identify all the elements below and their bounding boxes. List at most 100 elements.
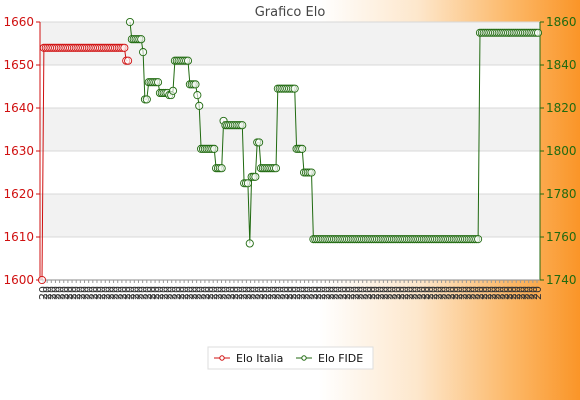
x-tick-label: 20	[282, 286, 295, 300]
x-tick-label: 20	[162, 286, 175, 300]
x-tick-label: 20	[62, 286, 75, 300]
plot-band	[40, 108, 540, 151]
x-tick-label: 20	[290, 286, 303, 300]
x-tick-label: 20	[440, 286, 453, 300]
x-tick-label: 20	[519, 286, 532, 300]
x-tick-label: 20	[137, 286, 150, 300]
x-tick-label: 20	[245, 286, 258, 300]
x-tick-label: 20	[361, 286, 374, 300]
data-point	[120, 43, 129, 52]
x-tick-label: 20	[112, 286, 125, 300]
x-tick-label: 20	[145, 286, 158, 300]
x-tick-label: 20	[477, 286, 490, 300]
legend-swatch-marker	[219, 355, 225, 361]
legend-label: Elo FIDE	[318, 352, 363, 365]
data-point	[153, 78, 163, 87]
x-tick-label: 20	[253, 286, 266, 300]
data-point	[124, 56, 133, 65]
x-tick-labels: 2020202020202020202020202020202020202020…	[37, 280, 544, 300]
x-tick-label: 20	[323, 286, 336, 300]
x-tick-label: 20	[286, 286, 299, 300]
x-tick-label: 20	[261, 286, 274, 300]
x-tick-label: 20	[149, 286, 162, 300]
x-tick-label: 20	[527, 286, 540, 300]
x-tick-label: 20	[103, 286, 116, 300]
legend: Elo Italia Elo FIDE	[207, 346, 374, 370]
right-tick-label: 1820	[546, 101, 577, 115]
x-tick-label: 20	[203, 286, 216, 300]
x-tick-label: 20	[332, 286, 345, 300]
right-tick-label: 1780	[546, 187, 577, 201]
x-tick-label: 20	[116, 286, 129, 300]
data-point	[307, 168, 316, 177]
x-tick-label: 20	[49, 286, 62, 300]
x-tick-label: 20	[489, 286, 502, 300]
data-point	[533, 28, 543, 37]
x-tick-label: 20	[182, 286, 195, 300]
x-tick-label: 20	[195, 286, 208, 300]
right-tick-label: 1760	[546, 230, 577, 244]
x-tick-label: 20	[502, 286, 515, 300]
x-tick-label: 20	[386, 286, 399, 300]
x-tick-label: 20	[485, 286, 498, 300]
x-tick-label: 20	[348, 286, 361, 300]
right-tick-label: 1840	[546, 58, 577, 72]
x-tick-label: 20	[228, 286, 241, 300]
left-tick-label: 1630	[3, 144, 34, 158]
x-tick-label: 20	[236, 286, 249, 300]
right-tick-label: 1860	[546, 15, 577, 29]
x-tick-label: 20	[394, 286, 407, 300]
x-tick-label: 20	[269, 286, 282, 300]
x-tick-label: 20	[307, 286, 320, 300]
x-tick-label: 20	[419, 286, 432, 300]
x-tick-label: 20	[211, 286, 224, 300]
data-point	[290, 84, 299, 93]
x-tick-label: 20	[431, 286, 444, 300]
x-tick-label: 20	[79, 286, 92, 300]
x-tick-label: 20	[481, 286, 494, 300]
x-tick-label: 20	[220, 286, 233, 300]
x-tick-label: 20	[240, 286, 253, 300]
x-tick-label: 20	[224, 286, 237, 300]
x-tick-label: 20	[278, 286, 291, 300]
x-tick-label: 20	[108, 286, 121, 300]
x-tick-label: 20	[406, 286, 419, 300]
data-point	[474, 235, 483, 244]
x-tick-label: 20	[124, 286, 137, 300]
x-tick-label: 20	[444, 286, 457, 300]
left-tick-label: 1600	[3, 273, 34, 287]
left-tick-label: 1620	[3, 187, 34, 201]
x-tick-label: 20	[70, 286, 83, 300]
data-point	[251, 172, 260, 181]
x-tick-label: 20	[452, 286, 465, 300]
x-tick-label: 20	[120, 286, 133, 300]
data-point	[168, 86, 178, 95]
x-tick-label: 20	[170, 286, 183, 300]
x-tick-label: 20	[37, 286, 50, 300]
x-tick-label: 20	[460, 286, 473, 300]
data-point	[271, 164, 281, 173]
series-elo-italia	[37, 43, 133, 285]
x-tick-label: 20	[514, 286, 527, 300]
x-tick-label: 20	[178, 286, 191, 300]
plot-band	[40, 22, 540, 65]
x-tick-label: 20	[207, 286, 220, 300]
x-tick-label: 20	[45, 286, 58, 300]
x-tick-label: 20	[257, 286, 270, 300]
x-tick-label: 20	[328, 286, 341, 300]
x-tick-label: 20	[41, 286, 54, 300]
data-point	[243, 179, 252, 188]
x-tick-label: 20	[191, 286, 204, 300]
right-tick-label: 1740	[546, 273, 577, 287]
x-tick-label: 20	[382, 286, 395, 300]
data-point	[298, 144, 307, 153]
right-tick-label: 1800	[546, 144, 577, 158]
x-tick-label: 20	[99, 286, 112, 300]
x-tick-label: 20	[303, 286, 316, 300]
x-tick-label: 20	[319, 286, 332, 300]
data-point	[183, 56, 193, 65]
x-tick-label: 20	[265, 286, 278, 300]
x-tick-label: 20	[506, 286, 519, 300]
